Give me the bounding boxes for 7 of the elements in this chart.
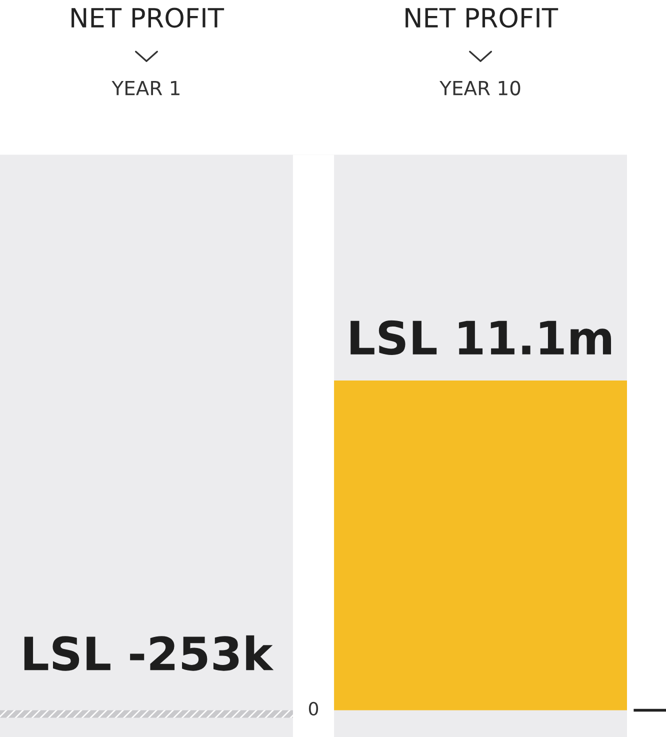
data-label: LSL -253k — [24, 635, 274, 671]
text: NET PROFIT — [72, 8, 224, 28]
text: NET PROFIT — [406, 8, 558, 28]
data-label: LSL 11.1m — [350, 320, 612, 355]
x-tick-label: YEAR 1 — [112, 80, 180, 96]
x-tick-label: YEAR 10 — [440, 80, 520, 96]
annotation: 0 — [308, 702, 318, 716]
